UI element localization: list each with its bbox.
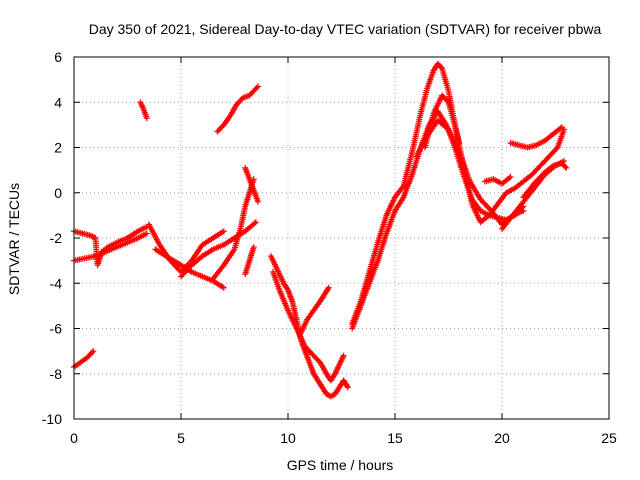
x-axis-label: GPS time / hours: [287, 457, 394, 473]
y-tick-label: -2: [50, 230, 63, 246]
marker-track: [297, 284, 332, 337]
marker-track: [214, 83, 262, 135]
marker-track: [413, 117, 527, 228]
series-s5: [152, 246, 227, 291]
series-s16: [349, 60, 568, 327]
series-s8: [242, 164, 262, 205]
y-tick-label: 0: [54, 185, 62, 201]
series-s20: [507, 124, 565, 151]
y-tick-labels: -10 -8 -6 -4 -2 0 2 4 6: [42, 49, 62, 427]
series-s11: [214, 83, 262, 135]
x-tick-label: 15: [387, 430, 403, 446]
y-axis-label: SDTVAR / TECUs: [6, 183, 22, 295]
marker-track: [481, 173, 514, 187]
marker-track: [242, 244, 257, 278]
data-markers: [71, 60, 570, 400]
marker-track: [137, 99, 150, 122]
x-tick-label: 25: [601, 430, 617, 446]
chart-title: Day 350 of 2021, Sidereal Day-to-day VTE…: [89, 21, 602, 37]
y-tick-label: 4: [54, 94, 62, 110]
y-tick-label: -10: [42, 411, 62, 427]
marker-track: [71, 348, 97, 370]
marker-track: [507, 124, 565, 151]
x-tick-label: 0: [70, 430, 78, 446]
axis-ticks: [73, 56, 610, 420]
marker-track: [152, 246, 227, 291]
marker-track: [270, 268, 347, 384]
series-s14: [297, 284, 332, 337]
y-tick-label: -6: [50, 321, 63, 337]
y-tick-label: 2: [54, 140, 62, 156]
marker-track: [349, 60, 568, 327]
y-tick-label: -8: [50, 366, 63, 382]
x-tick-labels: 0 5 10 15 20 25: [70, 430, 617, 446]
series-s19: [481, 173, 514, 187]
series-s12: [267, 253, 351, 400]
x-tick-label: 5: [177, 430, 185, 446]
y-tick-label: 6: [54, 49, 62, 65]
grid-lines: [74, 57, 609, 419]
series-s9: [242, 244, 257, 278]
marker-track: [242, 164, 262, 205]
x-tick-label: 10: [280, 430, 296, 446]
y-tick-label: -4: [50, 275, 63, 291]
series-s22: [499, 158, 568, 232]
marker-track: [267, 253, 351, 400]
series-s18: [413, 117, 527, 228]
series-s1: [71, 348, 97, 370]
marker-track: [499, 158, 568, 232]
series-s10: [137, 99, 150, 122]
x-tick-label: 20: [494, 430, 510, 446]
series-s13: [270, 268, 347, 384]
